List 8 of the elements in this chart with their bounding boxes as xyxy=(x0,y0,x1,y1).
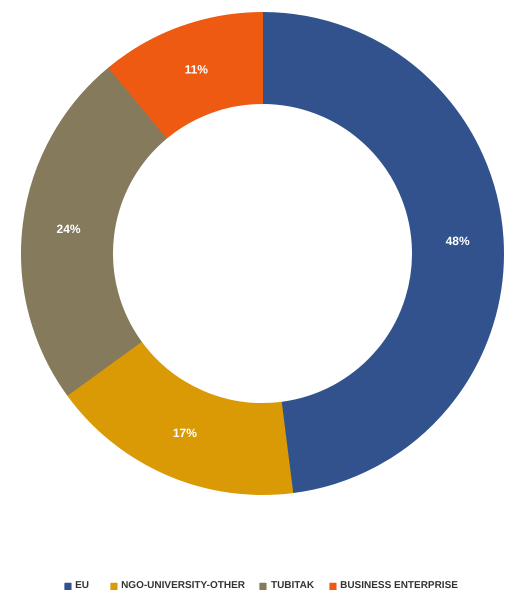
legend-label: NGO-UNIVERSITY-OTHER xyxy=(121,580,245,591)
data-label: 17% xyxy=(172,426,198,440)
legend-label: EU xyxy=(75,580,90,591)
data-label: 48% xyxy=(446,234,470,248)
data-label: 11% xyxy=(184,62,208,77)
legend-label: TUBITAK xyxy=(270,580,314,591)
data-label: 24% xyxy=(56,222,81,236)
legend-label: BUSINESS ENTERPRISE xyxy=(340,580,458,591)
